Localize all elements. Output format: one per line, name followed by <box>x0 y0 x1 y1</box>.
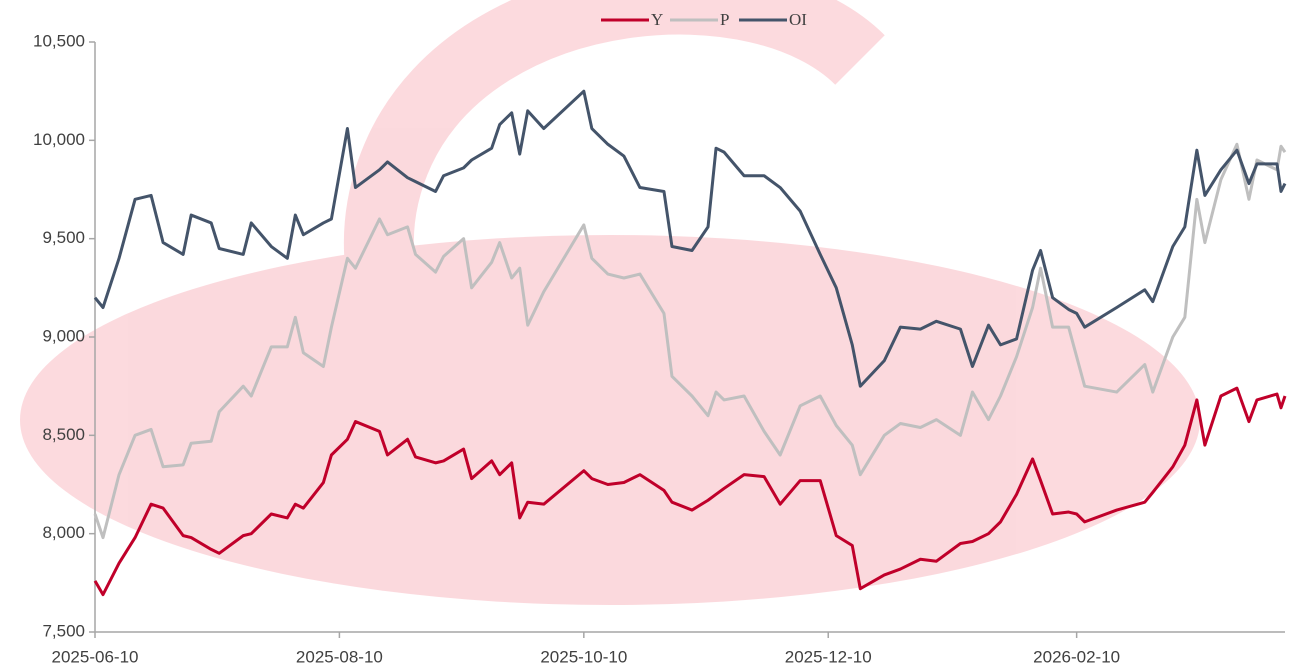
x-tick-label: 2025-08-10 <box>296 647 383 666</box>
plot-area: 7,500 8,000 8,500 9,000 9,500 10,000 10,500 202… <box>33 31 1287 666</box>
series-line <box>93 386 1287 597</box>
y-tick-label: 10,500 <box>33 31 85 50</box>
watermark <box>20 0 1200 605</box>
y-tick-label: 8,500 <box>42 425 85 444</box>
x-tick-label: 2025-12-10 <box>785 647 872 666</box>
y-tick-label: 8,000 <box>42 523 85 542</box>
y-tick-label: 9,500 <box>42 228 85 247</box>
x-tick-label: 2025-10-10 <box>540 647 627 666</box>
legend-label: P <box>720 10 729 29</box>
legend-label: OI <box>789 10 807 29</box>
legend-label: Y <box>651 10 663 29</box>
x-tick-label: 2025-06-10 <box>52 647 139 666</box>
series-line <box>93 142 1287 540</box>
watermark-arc <box>343 0 885 593</box>
legend: Y P OI <box>601 10 807 29</box>
y-tick-label: 9,000 <box>42 326 85 345</box>
y-tick-label: 10,000 <box>33 130 85 149</box>
y-tick-label: 7,500 <box>42 621 85 640</box>
x-tick-label: 2026-02-10 <box>1033 647 1120 666</box>
series-line <box>93 89 1287 388</box>
